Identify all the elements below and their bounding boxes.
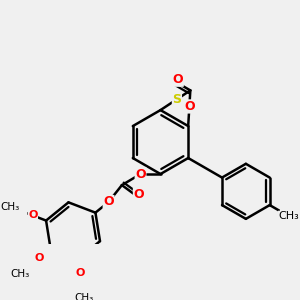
Text: O: O bbox=[135, 167, 146, 181]
Text: CH₃: CH₃ bbox=[0, 202, 19, 212]
Text: CH₃: CH₃ bbox=[279, 211, 299, 221]
Text: S: S bbox=[172, 93, 182, 106]
Text: CH₃: CH₃ bbox=[11, 269, 30, 279]
Text: O: O bbox=[184, 100, 195, 113]
Text: O: O bbox=[103, 196, 114, 208]
Text: O: O bbox=[28, 211, 38, 220]
Text: O: O bbox=[35, 253, 44, 263]
Text: O: O bbox=[75, 268, 85, 278]
Text: O: O bbox=[134, 188, 144, 201]
Text: CH₃: CH₃ bbox=[74, 293, 93, 300]
Text: O: O bbox=[172, 73, 183, 86]
